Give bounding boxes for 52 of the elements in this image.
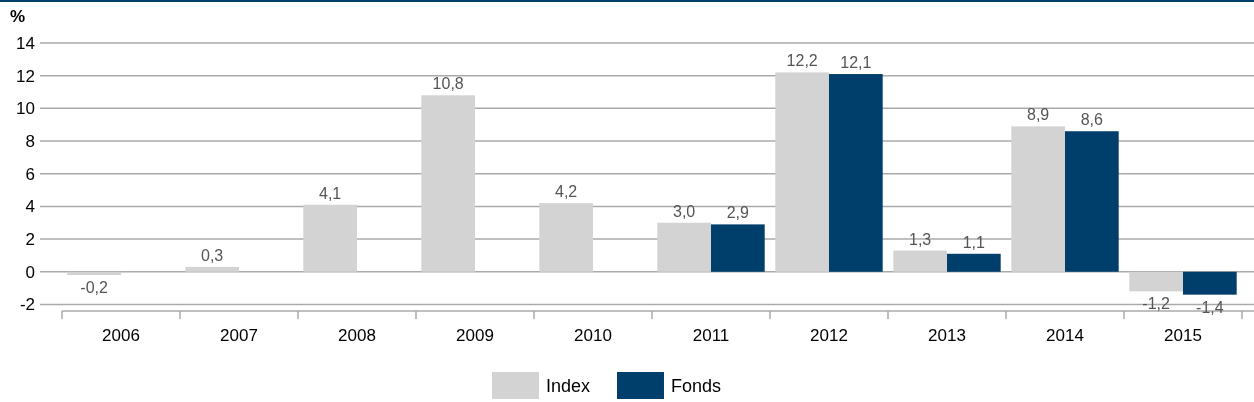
data-label: 1,3: [909, 230, 932, 248]
bar: [657, 222, 711, 272]
bar: [1183, 271, 1237, 295]
data-label: 4,2: [555, 183, 578, 201]
bar: [67, 271, 121, 276]
data-label: 2,9: [726, 204, 750, 222]
y-tick-label: 8: [25, 132, 35, 151]
x-tick-label: 2006: [102, 326, 140, 345]
x-tick-label: 2011: [692, 326, 730, 345]
y-tick-label: 12: [16, 66, 35, 86]
data-label: 12,2: [786, 52, 818, 70]
bar: [829, 74, 883, 272]
x-tick-label: 2010: [574, 326, 612, 345]
x-tick-label: 2012: [810, 326, 848, 345]
data-label: 1,1: [962, 233, 986, 251]
data-label: 0,3: [201, 246, 224, 264]
y-tick-label: 10: [16, 99, 35, 119]
bar: [947, 253, 1001, 272]
data-label: 4,1: [319, 184, 342, 202]
data-label: 8,6: [1080, 111, 1104, 129]
bar: [1011, 126, 1065, 272]
data-label: 8,9: [1027, 106, 1050, 124]
x-tick-label: 2014: [1046, 326, 1084, 345]
y-tick-label: 0: [25, 262, 35, 282]
x-tick-label: 2013: [928, 326, 966, 345]
x-tick-label: 2007: [220, 326, 258, 345]
data-label: -1,4: [1196, 298, 1224, 316]
bar: [711, 224, 765, 272]
y-tick-label: 4: [25, 197, 35, 217]
bar: [303, 204, 357, 272]
bar: [1129, 271, 1183, 292]
data-label: -0,2: [80, 279, 109, 297]
bar: [893, 250, 947, 272]
x-tick-label: 2015: [1164, 326, 1202, 345]
data-label: 3,0: [673, 202, 696, 220]
x-tick-label: 2009: [456, 326, 494, 345]
y-axis-title: %: [10, 7, 26, 26]
y-tick-label: 2: [25, 230, 35, 250]
bar: [539, 203, 593, 272]
y-tick-label: 6: [25, 164, 35, 184]
data-label: -1,2: [1142, 295, 1171, 313]
bar: [1065, 131, 1119, 272]
data-label: 10,8: [432, 75, 464, 93]
y-tick-label: 14: [16, 33, 35, 53]
x-tick-label: 2008: [338, 326, 376, 345]
data-label: 12,1: [840, 54, 872, 72]
bar: [185, 266, 239, 272]
legend-label: Fonds: [671, 376, 722, 396]
legend-label: Index: [546, 376, 591, 396]
bar: [775, 72, 829, 272]
bar: [421, 95, 475, 272]
y-tick-label: -2: [19, 295, 35, 315]
